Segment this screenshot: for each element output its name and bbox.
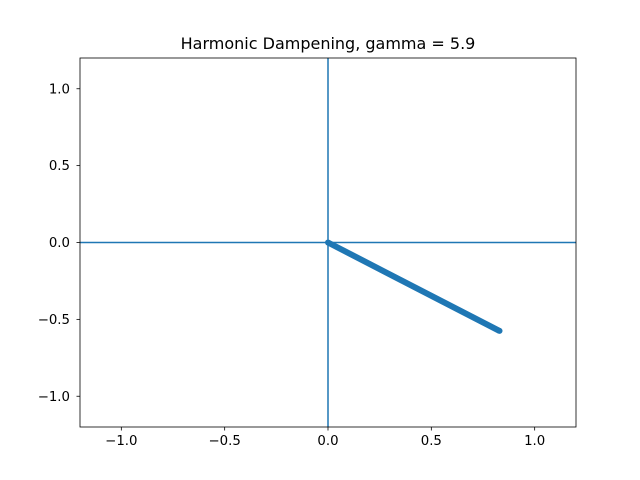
x-tick-label: 1.0 [524, 434, 545, 449]
y-tick-label: 1.0 [49, 82, 70, 97]
series-point-1 [496, 327, 503, 334]
x-tick-label: 0.0 [317, 434, 338, 449]
plot-area: −1.0 −0.5 0.0 0.5 1.0 1.0 0.5 0.0 −0.5 −1.0 [38, 57, 577, 449]
y-tick-label: 0.0 [49, 236, 70, 251]
x-tick-label: 0.5 [421, 434, 442, 449]
y-tick-label: 0.5 [49, 159, 70, 174]
y-tick-label: −1.0 [38, 390, 70, 405]
chart-title: Harmonic Dampening, gamma = 5.9 [181, 34, 476, 53]
series-line [326, 239, 501, 334]
x-tick-label: −1.0 [105, 434, 137, 449]
x-tick-label: −0.5 [209, 434, 241, 449]
y-tick-label: −0.5 [38, 313, 70, 328]
series-point-0 [325, 239, 331, 246]
